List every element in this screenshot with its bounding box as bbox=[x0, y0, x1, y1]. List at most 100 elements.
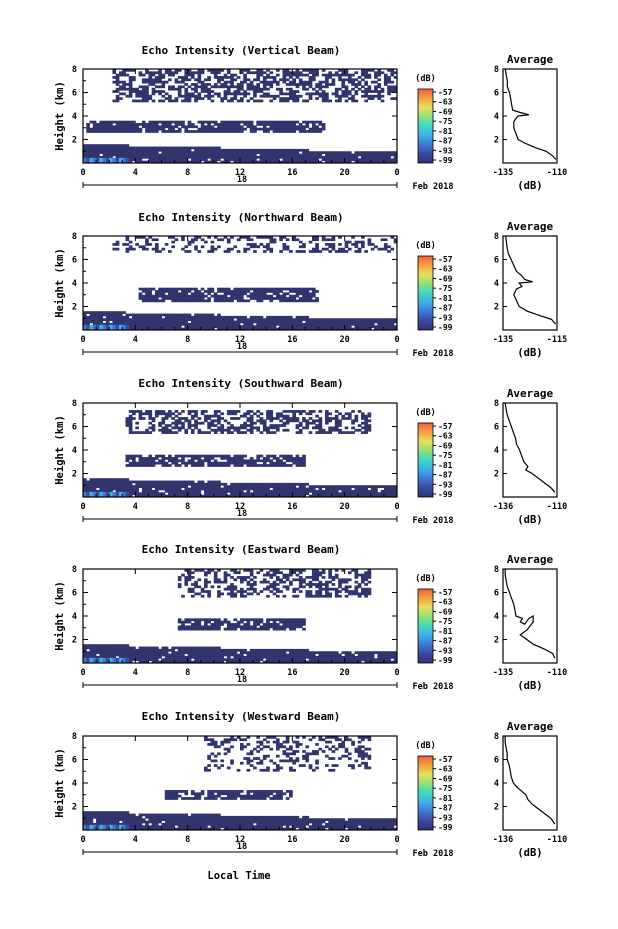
heatmap-cell bbox=[240, 414, 244, 418]
heatmap-cell bbox=[246, 569, 251, 572]
heatmap-cell bbox=[295, 660, 300, 664]
heatmap-cell bbox=[292, 620, 296, 624]
heatmap-cell bbox=[128, 153, 133, 157]
heatmap-cell bbox=[213, 297, 218, 300]
heatmap-cell bbox=[259, 482, 264, 486]
heatmap-cell bbox=[370, 69, 375, 72]
heatmap-cell bbox=[347, 153, 352, 157]
heatmap-cell bbox=[282, 424, 287, 427]
heatmap-cell bbox=[109, 648, 113, 652]
heatmap-cell bbox=[148, 127, 153, 131]
heatmap-cell bbox=[272, 618, 277, 622]
heatmap-cell bbox=[138, 457, 143, 460]
heatmap-cell bbox=[194, 454, 198, 458]
heatmap-cell bbox=[236, 487, 241, 491]
heatmap-cell bbox=[197, 485, 202, 488]
heatmap-cell bbox=[207, 146, 211, 150]
heatmap-cell bbox=[138, 414, 143, 418]
heatmap-cell bbox=[171, 160, 175, 164]
heatmap-cell bbox=[236, 151, 241, 154]
heatmap-cell bbox=[311, 655, 316, 659]
heatmap-cell bbox=[86, 489, 90, 493]
heatmap-cell bbox=[210, 494, 215, 498]
heatmap-cell bbox=[174, 419, 179, 423]
heatmap-cell bbox=[204, 419, 208, 423]
heatmap-cell bbox=[285, 464, 290, 467]
heatmap-cell bbox=[187, 587, 192, 591]
heatmap-cell bbox=[164, 428, 169, 432]
heatmap-cell bbox=[217, 419, 221, 423]
heatmap-cell bbox=[200, 97, 205, 100]
heatmap-cell bbox=[230, 80, 234, 84]
heatmap-cell bbox=[240, 160, 244, 164]
heatmap-cell bbox=[285, 83, 290, 86]
heatmap-cell bbox=[128, 487, 133, 491]
heatmap-cell bbox=[177, 421, 182, 425]
heatmap-cell bbox=[132, 158, 136, 162]
heatmap-cell bbox=[380, 325, 385, 329]
heatmap-cell bbox=[141, 461, 146, 465]
heatmap-cell bbox=[305, 655, 310, 659]
heatmap-cell bbox=[302, 294, 306, 298]
heatmap-cell bbox=[200, 292, 205, 296]
heatmap-cell bbox=[181, 480, 185, 484]
heatmap-cell bbox=[213, 655, 218, 659]
heatmap-cell bbox=[377, 73, 382, 77]
heatmap-cell bbox=[262, 87, 267, 91]
heatmap-cell bbox=[341, 417, 346, 420]
heatmap-cell bbox=[295, 620, 300, 624]
heatmap-cell bbox=[141, 658, 146, 662]
heatmap-cell bbox=[292, 410, 296, 413]
heatmap-cell bbox=[187, 313, 192, 317]
heatmap-cell bbox=[161, 146, 166, 150]
heatmap-cell bbox=[138, 660, 143, 664]
heatmap-cell bbox=[318, 92, 323, 96]
heatmap-cell bbox=[292, 78, 296, 82]
heatmap-cell bbox=[83, 151, 87, 154]
heatmap-cell bbox=[289, 148, 293, 152]
heatmap-cell bbox=[269, 660, 274, 664]
heatmap-cell bbox=[223, 464, 228, 467]
average-title: Average bbox=[507, 220, 554, 233]
heatmap-cell bbox=[282, 620, 287, 624]
heatmap-cell bbox=[171, 480, 175, 484]
heatmap-cell bbox=[226, 153, 231, 157]
heatmap-cell bbox=[279, 464, 283, 467]
heatmap-cell bbox=[190, 325, 195, 329]
heatmap-cell bbox=[295, 573, 300, 577]
heatmap-cell bbox=[374, 327, 378, 331]
heatmap-cell bbox=[262, 648, 267, 652]
heatmap-cell bbox=[259, 120, 264, 124]
x-tick-label: 8 bbox=[185, 335, 190, 345]
heatmap-cell bbox=[200, 320, 205, 324]
heatmap-cell bbox=[89, 157, 94, 163]
heatmap-cell bbox=[177, 318, 182, 321]
heatmap-cell bbox=[132, 653, 136, 657]
heatmap-cell bbox=[138, 648, 143, 652]
heatmap-cell bbox=[259, 618, 264, 622]
heatmap-cell bbox=[282, 99, 287, 103]
heatmap-cell bbox=[207, 127, 211, 131]
heatmap-cell bbox=[223, 571, 228, 575]
heatmap-cell bbox=[289, 127, 293, 131]
heatmap-cell bbox=[217, 426, 221, 430]
heatmap-cell bbox=[269, 327, 274, 331]
heatmap-cell bbox=[161, 482, 166, 486]
heatmap-cell bbox=[272, 417, 277, 420]
heatmap-cell bbox=[246, 620, 251, 624]
heatmap-cell bbox=[164, 327, 169, 331]
heatmap-cell bbox=[161, 421, 166, 425]
heatmap-cell bbox=[292, 489, 296, 493]
heatmap-cell bbox=[289, 583, 293, 586]
heatmap-cell bbox=[223, 658, 228, 662]
heatmap-cell bbox=[334, 325, 339, 329]
heatmap-cell bbox=[197, 646, 202, 650]
heatmap-cell bbox=[272, 80, 277, 84]
colorbar-tick-label: -87 bbox=[438, 304, 453, 313]
heatmap-cell bbox=[177, 492, 182, 496]
heatmap-cell bbox=[115, 99, 120, 103]
heatmap-cell bbox=[138, 482, 143, 486]
heatmap-cell bbox=[266, 158, 270, 162]
colorbar-tick-label: -93 bbox=[438, 480, 453, 489]
heatmap-cell bbox=[262, 120, 267, 124]
